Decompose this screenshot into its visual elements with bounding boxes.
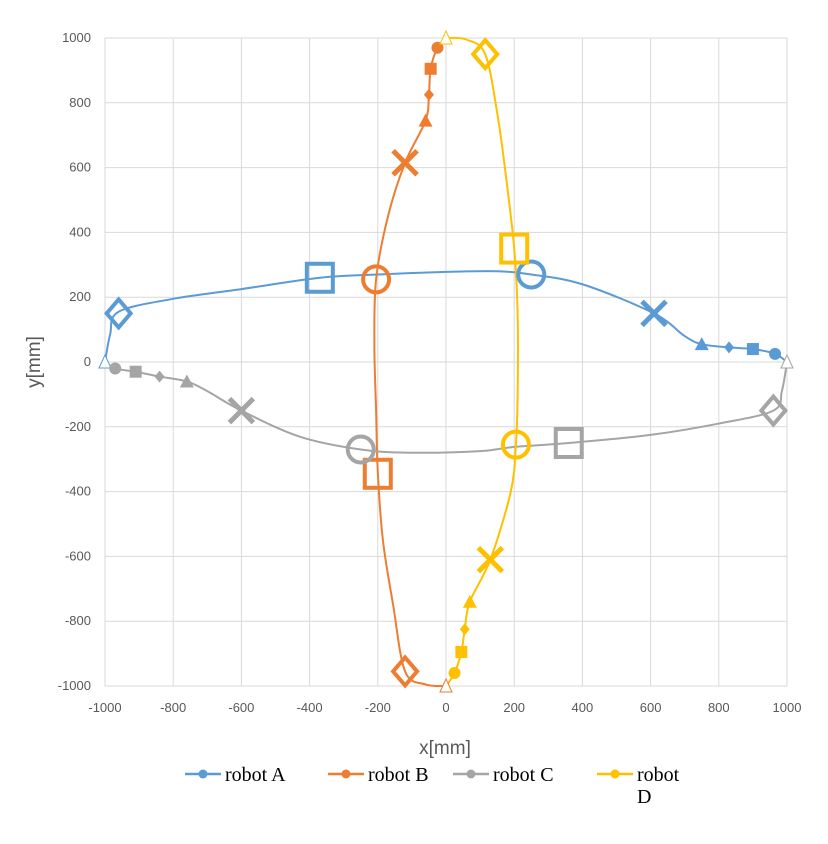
marker-square: [746, 343, 759, 356]
x-tick-label: 400: [572, 700, 594, 715]
marker-triangle: [418, 113, 433, 127]
legend-label: robot C: [493, 764, 554, 786]
marker-diamond-open: [104, 296, 134, 331]
marker-circle: [769, 347, 782, 360]
x-tick-label: 1000: [773, 700, 802, 715]
x-tick-label: 800: [708, 700, 730, 715]
y-tick-label: -800: [65, 613, 91, 628]
legend-item-robot-b: robot B: [328, 764, 429, 786]
y-axis-title: y[mm]: [24, 336, 45, 388]
x-tick-label: -200: [365, 700, 391, 715]
marker-square-open: [362, 457, 393, 490]
legend-item-robot-d: robot D: [597, 764, 680, 808]
marker-square-open: [304, 261, 335, 294]
legend-label: robot A: [225, 764, 286, 786]
marker-square: [455, 645, 468, 658]
y-tick-label: -400: [65, 484, 91, 499]
robot-d-markers: [439, 29, 531, 680]
x-tick-label: -1000: [88, 700, 121, 715]
marker-cross: [227, 396, 256, 425]
marker-diamond: [724, 341, 735, 354]
marker-circle-open: [345, 434, 376, 465]
y-tick-label: -200: [65, 419, 91, 434]
y-tick-label: 800: [69, 95, 91, 110]
legend-item-robot-a: robot A: [185, 764, 286, 786]
y-tick-label: 600: [69, 160, 91, 175]
x-tick-label: 0: [442, 700, 449, 715]
robot-c-markers: [109, 353, 794, 465]
y-axis-ticks: 1000 800 600 400 200 0 -200 -400 -600 -800 -1000: [58, 30, 91, 693]
marker-circle: [448, 667, 461, 680]
marker-diamond: [459, 623, 470, 636]
legend: robot A robot B robot C robot D: [185, 764, 680, 808]
y-tick-label: 1000: [62, 30, 91, 45]
marker-circle: [431, 41, 444, 54]
marker-diamond-open: [390, 654, 420, 689]
legend-label: robot B: [368, 764, 429, 786]
marker-cross: [391, 148, 419, 177]
marker-cross: [640, 299, 668, 328]
marker-cross: [476, 545, 505, 574]
robot-a-markers: [98, 259, 782, 369]
marker-circle-open: [500, 429, 531, 460]
marker-diamond: [423, 88, 434, 101]
legend-marker: [466, 769, 476, 779]
marker-circle: [109, 362, 122, 375]
marker-diamond: [154, 370, 165, 383]
legend-marker: [198, 769, 208, 779]
marker-triangle-open: [439, 677, 453, 693]
marker-square: [129, 365, 142, 378]
marker-diamond-open: [758, 393, 788, 428]
marker-triangle-open: [98, 353, 112, 369]
y-tick-label: 0: [84, 354, 91, 369]
grid-lines: [104, 37, 788, 687]
legend-label: robot D: [637, 764, 680, 808]
y-tick-label: 400: [69, 224, 91, 239]
x-axis-ticks: -1000 -800 -600 -400 -200 0 200 400 600 800 1000: [88, 700, 801, 715]
marker-triangle-open: [439, 29, 453, 45]
marker-triangle: [462, 594, 477, 608]
legend-item-robot-c: robot C: [453, 764, 554, 786]
x-axis-title: x[mm]: [419, 738, 471, 759]
legend-marker: [610, 769, 620, 779]
marker-square: [424, 62, 437, 75]
robot-b-markers: [361, 41, 453, 693]
marker-triangle: [694, 337, 709, 351]
marker-square-open: [499, 232, 530, 265]
x-tick-label: -600: [228, 700, 254, 715]
x-tick-label: 600: [640, 700, 662, 715]
series-markers: [98, 29, 794, 693]
y-tick-label: 200: [69, 289, 91, 304]
marker-square-open: [553, 427, 584, 459]
legend-label-line: D: [637, 786, 651, 808]
robot-d-curve: [445, 36, 519, 687]
marker-circle-open: [361, 264, 392, 295]
legend-marker: [341, 769, 351, 779]
y-tick-label: -1000: [58, 678, 91, 693]
x-tick-label: -400: [297, 700, 323, 715]
robot-b-curve: [373, 37, 447, 688]
x-tick-label: 200: [503, 700, 525, 715]
marker-diamond-open: [470, 37, 500, 72]
y-tick-label: -600: [65, 548, 91, 563]
legend-label-line: robot: [637, 764, 680, 786]
x-tick-label: -800: [160, 700, 186, 715]
marker-circle-open: [516, 259, 547, 290]
marker-triangle: [179, 374, 194, 388]
marker-triangle-open: [780, 353, 794, 369]
